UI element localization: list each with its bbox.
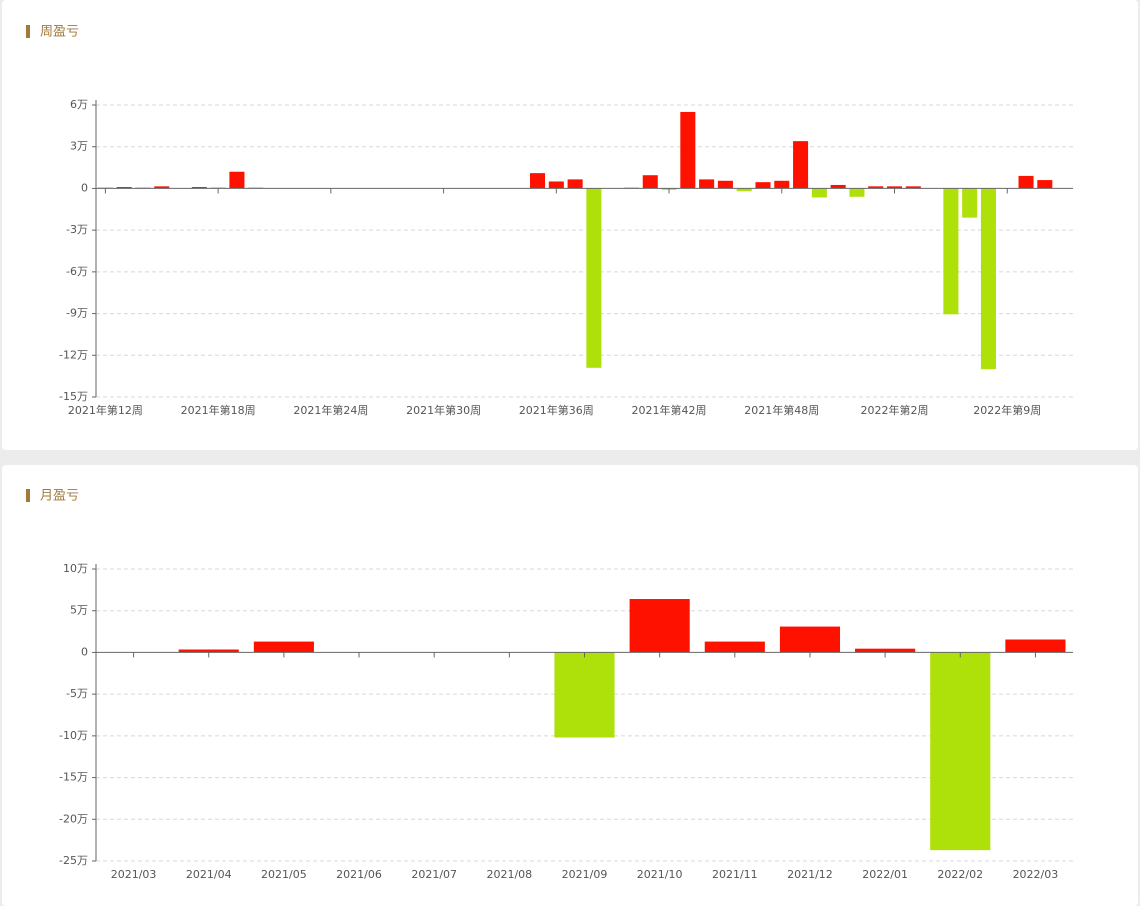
bar (704, 641, 765, 653)
x-tick-label: 2022/03 (1013, 868, 1059, 881)
bar (774, 180, 790, 189)
x-tick-label: 2022/01 (862, 868, 908, 881)
bar (793, 141, 809, 189)
title-marker (26, 25, 30, 38)
y-tick-label: 0 (81, 645, 88, 658)
bar (868, 186, 884, 189)
bar (849, 188, 865, 197)
bar (905, 186, 921, 189)
bar (554, 652, 615, 738)
bar (642, 175, 658, 189)
y-tick-label: -6万 (66, 265, 88, 278)
bar (680, 111, 696, 189)
x-tick-label: 2022/02 (937, 868, 983, 881)
y-tick-label: 10万 (63, 562, 88, 575)
x-tick-label: 2021年第12周 (68, 403, 143, 417)
bar (779, 626, 841, 653)
bar (980, 188, 996, 370)
y-tick-label: -3万 (66, 223, 88, 236)
y-tick-label: -15万 (59, 390, 88, 403)
x-tick-label: 2021年第24周 (293, 403, 368, 417)
x-tick-label: 2021/08 (486, 868, 532, 881)
bar (943, 188, 959, 315)
bar (930, 652, 991, 851)
x-tick-label: 2021年第30周 (406, 403, 481, 417)
y-tick-label: -25万 (59, 854, 88, 867)
bar (530, 173, 546, 189)
panel-title: 周盈亏 (40, 25, 79, 40)
x-tick-label: 2021年第18周 (181, 403, 256, 417)
bar (830, 184, 846, 189)
y-tick-label: -12万 (59, 348, 88, 361)
bar (811, 188, 827, 198)
y-tick-label: -20万 (59, 812, 88, 825)
x-tick-label: 2021/06 (336, 868, 382, 881)
x-tick-label: 2021/11 (712, 868, 758, 881)
x-tick-label: 2021/07 (411, 868, 457, 881)
bar (886, 186, 903, 189)
x-tick-label: 2021年第36周 (519, 403, 594, 417)
bar (1018, 175, 1034, 189)
x-tick-label: 2022年第9周 (973, 403, 1041, 417)
x-tick-label: 2021/04 (186, 868, 232, 881)
bar (178, 649, 239, 653)
title-marker (26, 489, 30, 502)
bar (1037, 180, 1053, 189)
panel (2, 0, 1138, 450)
bar (736, 188, 752, 192)
x-tick-label: 2021/09 (562, 868, 608, 881)
panel-title: 月盈亏 (40, 489, 79, 504)
x-tick-label: 2021/05 (261, 868, 307, 881)
x-tick-label: 2021年第48周 (744, 403, 819, 417)
bar (962, 188, 978, 218)
bar (586, 188, 602, 368)
y-tick-label: -5万 (66, 687, 88, 700)
x-tick-label: 2021/10 (637, 868, 683, 881)
y-tick-label: -9万 (66, 307, 88, 320)
bar (629, 599, 690, 653)
bar (548, 181, 564, 189)
bar (567, 179, 583, 189)
bar (855, 648, 916, 653)
bar (699, 179, 715, 189)
y-tick-label: -15万 (59, 771, 88, 784)
bar (191, 187, 207, 189)
x-tick-label: 2021/03 (111, 868, 157, 881)
x-tick-label: 2021/12 (787, 868, 833, 881)
x-tick-label: 2021年第42周 (632, 403, 707, 417)
y-tick-label: -10万 (59, 729, 88, 742)
bar (116, 187, 132, 189)
y-tick-label: 6万 (70, 98, 88, 111)
bar (717, 180, 733, 189)
bar (755, 182, 771, 189)
bar (154, 186, 170, 189)
y-tick-label: 3万 (70, 140, 88, 153)
y-tick-label: 0 (81, 181, 88, 194)
bar (229, 171, 245, 189)
bar (1005, 639, 1066, 653)
bar (253, 641, 314, 653)
y-tick-label: 5万 (70, 604, 88, 617)
x-tick-label: 2022年第2周 (861, 403, 929, 417)
